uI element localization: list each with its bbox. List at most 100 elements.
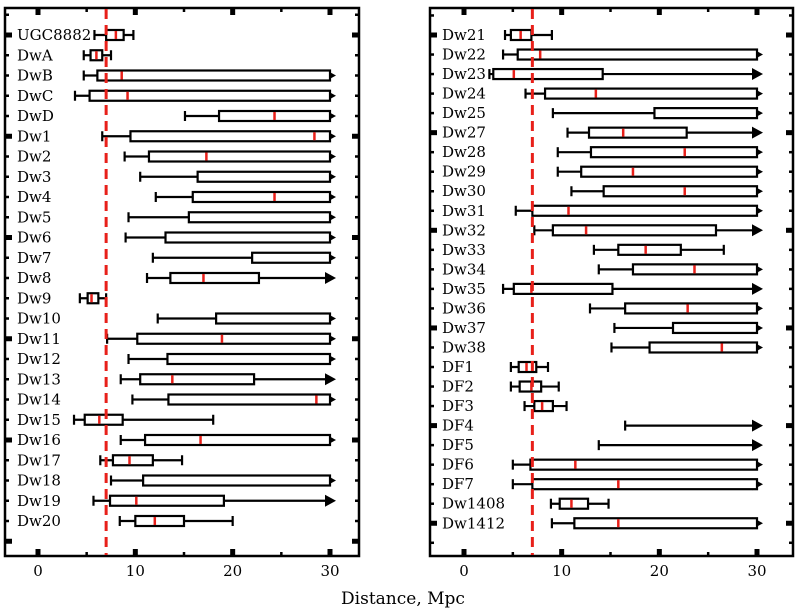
row-df4: DF4 [442, 417, 763, 435]
row-label: Dw21 [442, 26, 486, 44]
right-panel: 0 10 20 30Dw21Dw22Dw23Dw24Dw25Dw27Dw28Dw29D… [428, 6, 795, 580]
row-dw14: Dw14 [17, 391, 336, 409]
row-label: Dw7 [17, 249, 51, 267]
row-label: DwA [17, 46, 53, 64]
iqr-box [533, 399, 554, 413]
row-dw3: Dw3 [17, 168, 336, 186]
row-label: Dw15 [17, 411, 61, 429]
row-df7: DF7 [442, 475, 763, 493]
iqr-box [167, 393, 332, 406]
row-dw11: Dw11 [17, 330, 336, 348]
iqr-box [543, 87, 759, 100]
x-axis-label: Distance, Mpc [341, 589, 465, 609]
row-label: Dw30 [442, 182, 486, 200]
iqr-box [512, 282, 614, 295]
iqr-box [111, 454, 154, 467]
iqr-box [191, 190, 332, 204]
row-dw31: Dw31 [442, 202, 763, 220]
row-dw4: Dw4 [17, 188, 336, 206]
row-dw6: Dw6 [17, 229, 336, 247]
iqr-box [143, 433, 332, 447]
row-label: Dw25 [442, 104, 486, 122]
iqr-box [169, 271, 261, 285]
row-dw7: Dw7 [17, 249, 336, 267]
x-tick-label: 20 [223, 562, 242, 580]
row-label: DF2 [442, 378, 474, 396]
x-tick-label: 0 [459, 562, 469, 580]
iqr-box [86, 292, 100, 305]
row-label: Dw4 [17, 188, 51, 206]
iqr-box [251, 251, 332, 264]
row-dwa: DwA [17, 46, 113, 64]
row-label: Dw17 [17, 451, 61, 469]
row-label: Dw23 [442, 65, 486, 83]
row-dw32: Dw32 [442, 221, 763, 239]
x-tick-label: 20 [650, 562, 669, 580]
row-dw1408: Dw1408 [442, 495, 610, 513]
iqr-box [164, 231, 332, 244]
row-dw15: Dw15 [17, 411, 215, 429]
arrow-head [325, 272, 336, 284]
iqr-box [648, 341, 759, 354]
row-dw27: Dw27 [442, 124, 763, 142]
row-df6: DF6 [442, 456, 763, 474]
row-label: DF7 [442, 475, 474, 493]
row-dw37: Dw37 [442, 319, 763, 337]
arrow-head [752, 282, 763, 295]
row-label: Dw32 [442, 221, 486, 239]
row-dw5: Dw5 [17, 208, 336, 226]
row-label: Dw1412 [442, 514, 505, 532]
arrow-head [752, 439, 763, 452]
row-dw18: Dw18 [17, 472, 336, 490]
row-label: Dw27 [442, 124, 486, 142]
row-dw28: Dw28 [442, 143, 763, 161]
iqr-box [551, 224, 718, 237]
row-dw34: Dw34 [442, 260, 763, 278]
row-df3: DF3 [442, 397, 568, 415]
row-dw29: Dw29 [442, 163, 763, 181]
iqr-box [580, 165, 759, 178]
row-label: Dw8 [17, 269, 51, 287]
row-dw17: Dw17 [17, 451, 184, 469]
row-dw24: Dw24 [442, 85, 763, 103]
iqr-box [529, 458, 759, 471]
iqr-box [573, 517, 759, 530]
x-tick-label: 0 [33, 562, 43, 580]
row-label: Dw38 [442, 338, 486, 356]
row-label: Dw36 [442, 299, 486, 317]
row-label: DwD [17, 107, 54, 125]
row-df1: DF1 [442, 358, 550, 376]
arrow-head [325, 494, 336, 507]
row-label: Dw33 [442, 241, 486, 259]
row-label: Dw19 [17, 492, 61, 510]
iqr-box [516, 48, 759, 61]
row-dw16: Dw16 [17, 431, 336, 449]
row-label: Dw37 [442, 319, 486, 337]
iqr-box [617, 243, 682, 256]
row-label: Dw11 [17, 330, 61, 348]
row-label: Dw14 [17, 391, 61, 409]
row-dw8: Dw8 [17, 269, 336, 287]
row-dw10: Dw10 [17, 310, 336, 328]
iqr-box [96, 69, 332, 82]
row-dw25: Dw25 [442, 104, 763, 122]
row-dwc: DwC [17, 87, 336, 105]
row-dw30: Dw30 [442, 182, 763, 200]
row-ugc8882: UGC8882 [17, 26, 135, 44]
row-label: Dw22 [442, 46, 486, 64]
row-dw1412: Dw1412 [442, 514, 763, 532]
iqr-box [187, 211, 332, 224]
iqr-box [196, 170, 332, 183]
iqr-box [602, 185, 759, 198]
row-label: Dw1408 [442, 495, 505, 513]
row-label: Dw20 [17, 512, 61, 530]
row-label: Dw35 [442, 280, 486, 298]
row-label: Dw18 [17, 472, 61, 490]
row-dwb: DwB [17, 67, 336, 85]
iqr-box [147, 150, 332, 163]
row-label: DF4 [442, 417, 474, 435]
row-label: UGC8882 [17, 26, 91, 44]
iqr-box [166, 352, 332, 366]
iqr-box [653, 107, 759, 120]
row-label: Dw12 [17, 350, 61, 368]
